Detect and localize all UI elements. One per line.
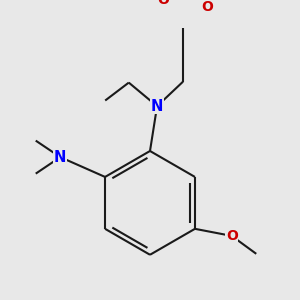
Text: O: O — [226, 229, 238, 243]
Text: O: O — [202, 0, 214, 14]
Text: O: O — [157, 0, 169, 7]
Text: N: N — [54, 150, 66, 165]
Text: N: N — [151, 99, 163, 114]
